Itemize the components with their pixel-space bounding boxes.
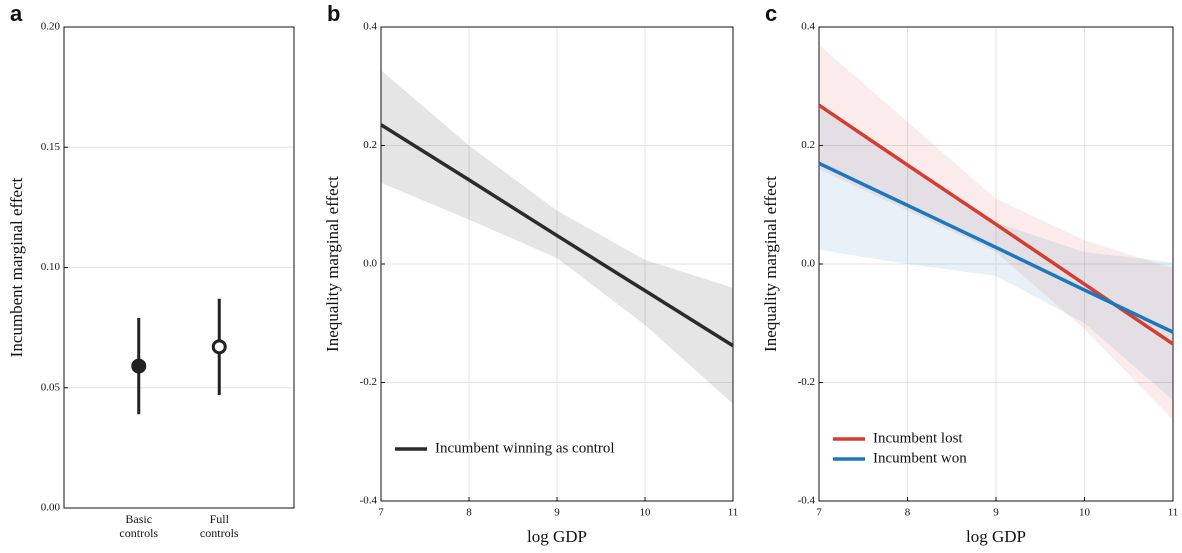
y-tick-label: 0.05	[41, 381, 61, 393]
x-tick-label: 10	[640, 507, 652, 519]
y-tick-label: 0.4	[363, 21, 377, 33]
y-tick-label: 0.2	[363, 139, 377, 151]
x-tick-label: 7	[378, 507, 384, 519]
plot-frame	[818, 26, 1174, 502]
y-tick-label: 0.0	[363, 258, 377, 270]
x-tick-label: 8	[466, 507, 472, 519]
x-tick-label: 10	[1079, 507, 1091, 519]
panel-label: a	[10, 1, 23, 26]
y-tick-label: 0.00	[41, 502, 61, 514]
legend-label: Incumbent winning as control	[435, 440, 615, 456]
x-tick-label: Full controls	[199, 512, 239, 540]
point	[131, 358, 147, 374]
y-axis-label: Inequality marginal effect	[323, 176, 342, 352]
line	[380, 123, 734, 348]
y-tick-label: -0.2	[360, 376, 377, 388]
plot-frame	[380, 26, 734, 502]
y-tick-label: 0.15	[41, 141, 61, 153]
panel-label: c	[765, 1, 777, 26]
legend-label: Incumbent won	[873, 450, 967, 466]
y-tick-label: 0.10	[41, 261, 61, 273]
confidence-band	[819, 44, 1173, 420]
y-axis-label: Inequality marginal effect	[761, 176, 780, 352]
y-tick-label: -0.2	[798, 376, 815, 388]
x-tick-label: 9	[554, 507, 560, 519]
y-tick-label: 0.20	[41, 21, 61, 33]
x-axis-label: log GDP	[966, 527, 1026, 546]
x-tick-label: 11	[1168, 507, 1179, 519]
confidence-band	[819, 108, 1173, 401]
y-tick-label: -0.4	[798, 495, 816, 507]
line	[818, 161, 1174, 334]
y-tick-label: -0.4	[360, 495, 378, 507]
x-tick-label: Basic controls	[119, 512, 159, 540]
y-axis-label: Incumbent marginal effect	[7, 177, 26, 357]
x-tick-label: 8	[905, 507, 911, 519]
x-tick-label: 7	[816, 507, 822, 519]
plot-frame	[63, 26, 295, 509]
panel-label: b	[327, 1, 340, 26]
y-tick-label: 0.2	[801, 139, 815, 151]
y-tick-label: 0.4	[801, 21, 815, 33]
legend-label: Incumbent lost	[873, 430, 963, 446]
y-tick-label: 0.0	[801, 258, 815, 270]
x-tick-label: 11	[728, 507, 739, 519]
x-tick-label: 9	[993, 507, 999, 519]
point	[211, 339, 227, 355]
x-axis-label: log GDP	[527, 527, 587, 546]
